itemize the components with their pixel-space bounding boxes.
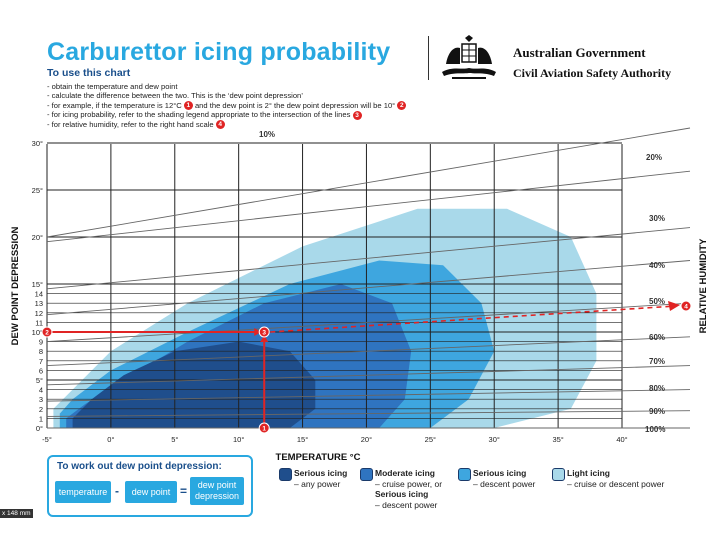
- humidity-line: [46, 410, 691, 417]
- humidity-line: [46, 389, 691, 402]
- x-tick-label: 10°: [233, 435, 244, 444]
- humidity-label: 90%: [649, 407, 665, 416]
- humidity-label: 80%: [649, 384, 665, 393]
- legend-item-serious-any: Serious icing – any power: [294, 468, 348, 489]
- legend-swatch-serious-descent: [458, 468, 471, 481]
- legend-swatch-light: [552, 468, 565, 481]
- humidity-label: 60%: [649, 333, 665, 342]
- legend-item-light: Light icing – cruise or descent power: [567, 468, 665, 489]
- equals-operator: =: [180, 484, 188, 498]
- y-tick-label: 15°: [32, 280, 43, 289]
- example-marker-label: 1: [262, 426, 266, 433]
- chart-title: Carburettor icing probability: [47, 38, 391, 66]
- example-arrow-up: [260, 335, 269, 342]
- humidity-line: [46, 365, 691, 386]
- humidity-line: [46, 260, 691, 316]
- instructions-heading: To use this chart: [47, 67, 131, 79]
- org-line-1: Australian Government: [513, 45, 646, 60]
- header-divider: [428, 36, 429, 80]
- temperature-pill: temperature: [55, 481, 111, 503]
- y-tick-label: 3: [39, 395, 43, 404]
- example-marker-label: 3: [262, 330, 266, 337]
- humidity-label: 30%: [649, 214, 665, 223]
- example-arrow-humidity: [668, 301, 680, 311]
- instruction-5: - for relative humidity, refer to the ri…: [47, 120, 406, 130]
- y-tick-label: 4: [39, 386, 43, 395]
- x-tick-label: 25°: [425, 435, 436, 444]
- legend-swatch-moderate: [360, 468, 373, 481]
- example-marker-label: 2: [45, 330, 49, 337]
- x-tick-label: 40°: [616, 435, 627, 444]
- marker-2-badge: 2: [397, 101, 407, 111]
- y-tick-label: 2: [39, 405, 43, 414]
- y-tick-label: 1: [39, 414, 43, 423]
- x-tick-label: 0°: [107, 435, 114, 444]
- humidity-label: 70%: [649, 357, 665, 366]
- y-tick-label: 9: [39, 338, 43, 347]
- dew-point-depression-pill: dew point depression: [190, 477, 244, 505]
- icing-region-4: [72, 341, 316, 428]
- minus-operator: -: [115, 484, 119, 498]
- y-tick-label: 14: [35, 290, 43, 299]
- y-axis-label: DEW POINT DEPRESSION: [10, 226, 21, 345]
- humidity-line: [46, 170, 691, 243]
- right-axis-label: RELATIVE HUMIDITY: [698, 238, 709, 333]
- calc-title: To work out dew point depression:: [57, 461, 222, 472]
- example-marker-3: [258, 326, 270, 338]
- y-tick-label: 8: [39, 347, 43, 356]
- example-humidity-dashed: [270, 305, 677, 333]
- y-tick-label: 0°: [36, 424, 43, 433]
- x-tick-label: 20°: [361, 435, 372, 444]
- dew-point-pill: dew point: [125, 481, 177, 503]
- example-marker-4: [680, 300, 692, 312]
- instruction-1: - obtain the temperature and dew point: [47, 82, 178, 91]
- example-marker-2: [41, 326, 53, 338]
- humidity-line: [46, 227, 691, 290]
- x-tick-label: -5°: [42, 435, 52, 444]
- marker-3-badge: 3: [352, 110, 362, 120]
- y-tick-label: 25°: [32, 186, 43, 195]
- humidity-label: 100%: [645, 425, 665, 434]
- instruction-4: - for icing probability, refer to the sh…: [47, 110, 406, 120]
- y-tick-label: 5°: [36, 376, 43, 385]
- y-tick-label: 12: [35, 309, 43, 318]
- example-arrow-right: [254, 328, 262, 336]
- humidity-label: 20%: [646, 153, 662, 162]
- x-tick-label: 35°: [552, 435, 563, 444]
- humidity-label: 10%: [259, 130, 275, 139]
- marker-1-badge: 1: [183, 101, 193, 111]
- coat-of-arms-icon: [442, 35, 496, 79]
- y-tick-label: 20°: [32, 233, 43, 242]
- legend-swatch-serious-any: [279, 468, 292, 481]
- y-tick-label: 10°: [32, 328, 43, 337]
- legend-item-moderate: Moderate icing – cruise power, or Serious …: [375, 468, 443, 510]
- instruction-2: - calculate the difference between the t…: [47, 91, 303, 101]
- x-tick-label: 5°: [171, 435, 178, 444]
- x-tick-label: 15°: [297, 435, 308, 444]
- dew-point-calc-box: To work out dew point depression: temper…: [47, 455, 253, 517]
- instructions-list: - obtain the temperature and dew point -…: [47, 82, 407, 130]
- x-tick-label: 30°: [489, 435, 500, 444]
- y-tick-label: 11: [35, 318, 43, 327]
- y-tick-label: 30°: [32, 139, 43, 148]
- example-marker-1: [258, 422, 270, 434]
- example-marker-label: 4: [684, 304, 688, 311]
- y-tick-label: 6: [39, 366, 43, 375]
- org-line-2: Civil Aviation Safety Authority: [513, 66, 672, 80]
- humidity-label: 50%: [649, 297, 665, 306]
- humidity-line: [46, 336, 691, 367]
- y-tick-label: 13: [35, 299, 43, 308]
- scale-note: x 148 mm: [0, 509, 33, 518]
- humidity-line: [46, 127, 691, 238]
- x-axis-label: TEMPERATURE °C: [276, 452, 361, 463]
- legend-item-serious-descent: Serious icing – descent power: [473, 468, 536, 489]
- y-tick-label: 7: [39, 357, 43, 366]
- instruction-3: - for example, if the temperature is 12°…: [47, 101, 407, 111]
- humidity-line: [46, 302, 691, 343]
- marker-4-badge: 4: [215, 120, 225, 130]
- humidity-label: 40%: [649, 261, 665, 270]
